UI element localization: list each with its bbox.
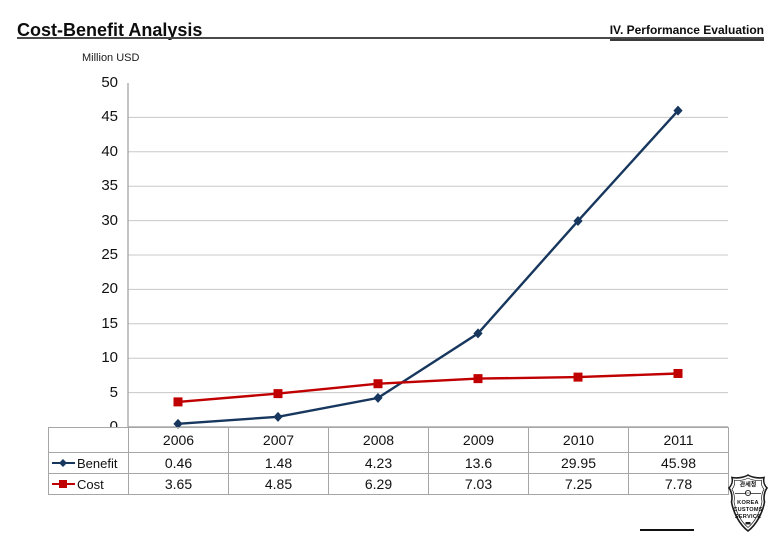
data-point-cost (673, 368, 683, 378)
data-point-cost (373, 379, 383, 389)
benefit-series-marker-icon (52, 459, 75, 467)
data-point-benefit (673, 105, 683, 116)
series-line-benefit (177, 109, 679, 425)
y-axis-tick-label: 35 (101, 177, 118, 195)
table-row-benefit: Benefit 0.46 1.48 4.23 13.6 29.95 45.98 (48, 452, 729, 474)
page-title: Cost-Benefit Analysis (17, 20, 203, 40)
logo-text-korea: KOREA (737, 500, 759, 506)
y-axis-units-label: Million USD (82, 52, 140, 64)
logo-korean-text: 관세청 (740, 481, 757, 489)
legend-cell-benefit: Benefit (48, 452, 129, 474)
cost-value: 7.25 (528, 473, 629, 495)
logo-bottom-mark (745, 522, 751, 525)
logo-text-customs: CUSTOMS (733, 507, 762, 513)
section-label: IV. Performance Evaluation (609, 23, 764, 41)
y-axis-tick-label: 25 (101, 246, 118, 263)
y-axis-tick-label: 20 (101, 280, 118, 298)
year-header: 2010 (528, 427, 629, 453)
cost-value: 6.29 (328, 473, 429, 495)
legend-label-benefit: Benefit (77, 455, 118, 471)
data-point-benefit (573, 215, 583, 226)
table-header-row: 2006 2007 2008 2009 2010 2011 (48, 427, 729, 453)
header-divider (17, 37, 764, 39)
benefit-value: 4.23 (328, 452, 429, 474)
year-header: 2008 (328, 427, 429, 453)
y-axis-tick-label: 0 (109, 418, 118, 435)
logo-shield-inner-line (731, 477, 765, 528)
table-corner-cell (48, 427, 129, 453)
year-header: 2011 (628, 427, 729, 453)
page-number-underline (640, 529, 694, 531)
year-header: 2009 (428, 427, 529, 453)
y-axis-tick-label: 40 (101, 142, 118, 160)
data-point-benefit (473, 328, 483, 339)
y-axis-tick-label: 5 (109, 383, 118, 401)
chart-data-table: 2006 2007 2008 2009 2010 2011 Benefit 0.… (48, 427, 729, 495)
cost-value: 4.85 (228, 473, 329, 495)
cost-value: 7.03 (428, 473, 529, 495)
benefit-value: 29.95 (528, 452, 629, 474)
series-line-cost (177, 372, 679, 404)
y-axis-tick-label: 10 (101, 349, 118, 367)
y-axis-tick-label: 50 (101, 74, 118, 91)
logo-text-service: SERVICE (735, 514, 762, 520)
cost-series-marker-icon (52, 480, 75, 488)
logo-shield-outline (727, 474, 769, 533)
cost-value: 7.78 (628, 473, 729, 495)
y-axis-tick-label: 30 (101, 211, 118, 229)
y-axis-tick-label: 15 (101, 314, 118, 332)
year-header: 2006 (128, 427, 229, 453)
data-point-cost (173, 397, 183, 407)
y-axis-tick-label: 45 (101, 108, 118, 126)
data-point-cost (573, 372, 583, 382)
data-point-benefit (273, 411, 283, 422)
legend-marker-shape (59, 459, 67, 467)
benefit-value: 1.48 (228, 452, 329, 474)
cost-value: 3.65 (128, 473, 229, 495)
data-point-cost (473, 374, 483, 384)
table-row-cost: Cost 3.65 4.85 6.29 7.03 7.25 7.78 (48, 473, 729, 495)
legend-cell-cost: Cost (48, 473, 129, 495)
legend-marker-shape (59, 480, 67, 488)
benefit-value: 13.6 (428, 452, 529, 474)
korea-customs-service-logo: 관세청 KOREA CUSTOMS SERVICE (727, 474, 769, 533)
data-point-benefit (373, 392, 383, 403)
benefit-value: 45.98 (628, 452, 729, 474)
year-header: 2007 (228, 427, 329, 453)
data-point-cost (273, 389, 283, 399)
legend-label-cost: Cost (77, 476, 104, 492)
benefit-value: 0.46 (128, 452, 229, 474)
